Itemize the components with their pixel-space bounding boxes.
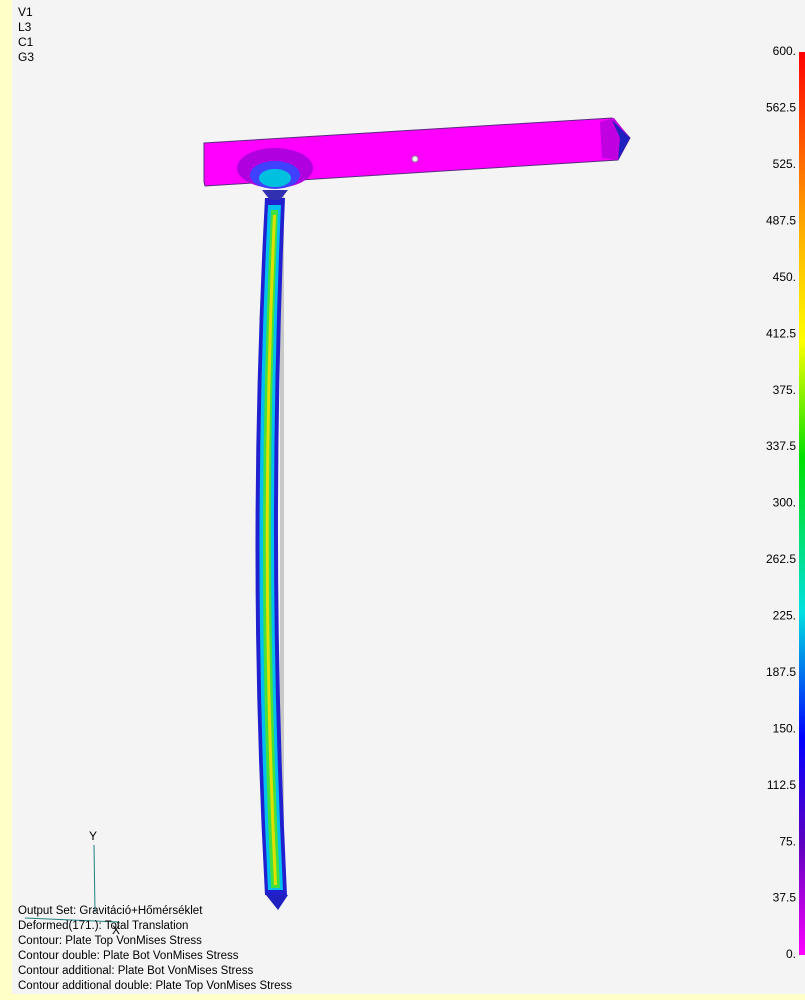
- triad-label: Y: [89, 829, 97, 843]
- info-line: Deformed(171.): Total Translation: [18, 920, 188, 932]
- node: [412, 156, 418, 162]
- color-bar: [799, 52, 805, 955]
- legend-label: 150.: [773, 721, 796, 735]
- legend-label: 300.: [773, 496, 796, 510]
- legend-label: 262.5: [766, 552, 796, 566]
- legend-label: 525.: [773, 157, 796, 171]
- stress-zone: [259, 169, 291, 187]
- legend-label: 337.5: [766, 439, 796, 453]
- info-line: Contour additional: Plate Bot VonMises S…: [18, 965, 253, 977]
- legend-label: 375.: [773, 383, 796, 397]
- view-label: C1: [18, 35, 34, 49]
- info-line: Contour: Plate Top VonMises Stress: [18, 935, 202, 947]
- legend-label: 600.: [773, 44, 796, 58]
- legend-label: 37.5: [773, 891, 797, 905]
- legend-label: 487.5: [766, 213, 796, 227]
- info-line: Output Set: Gravitáció+Hőmérséklet: [18, 905, 203, 917]
- legend-label: 412.5: [766, 326, 796, 340]
- legend-label: 450.: [773, 270, 796, 284]
- legend-label: 225.: [773, 609, 796, 623]
- legend-label: 187.5: [766, 665, 796, 679]
- legend-label: 0.: [786, 947, 796, 961]
- view-label: G3: [18, 50, 34, 64]
- model-view: Y X V1L3C1G3 600.562.5525.487.5450.412.5…: [0, 0, 805, 1000]
- view-label: V1: [18, 5, 33, 19]
- legend-label: 562.5: [766, 101, 796, 115]
- view-label: L3: [18, 20, 32, 34]
- info-line: Contour double: Plate Bot VonMises Stres…: [18, 950, 239, 962]
- legend-label: 112.5: [767, 778, 796, 792]
- legend-label: 75.: [779, 834, 796, 848]
- info-line: Contour additional double: Plate Top Von…: [18, 980, 292, 992]
